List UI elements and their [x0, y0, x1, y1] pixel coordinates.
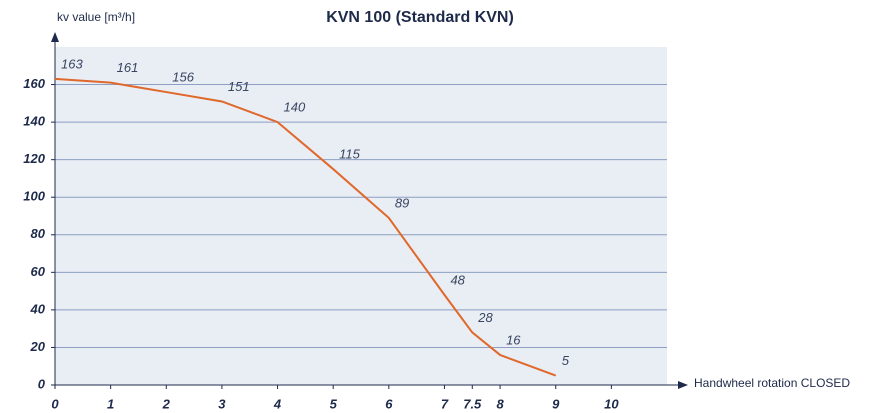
x-tick-label: 2 [162, 396, 171, 411]
y-tick-label: 20 [30, 339, 46, 354]
data-line [54, 77, 557, 377]
plot-background [55, 47, 667, 385]
x-tick-label: 10 [604, 396, 619, 411]
x-tick-label: 4 [273, 396, 282, 411]
x-tick-label: 8 [496, 396, 504, 411]
x-tick-label: 1 [107, 396, 114, 411]
chart-title: KVN 100 (Standard KVN) [326, 9, 514, 26]
data-label: 48 [450, 272, 465, 287]
x-tick-label: 7.5 [463, 396, 482, 411]
y-tick-label: 120 [23, 151, 45, 166]
data-label: 5 [562, 353, 570, 368]
data-label: 115 [339, 146, 360, 161]
data-label: 140 [284, 100, 306, 115]
x-tick-label: 5 [330, 396, 338, 411]
y-tick-label: 160 [23, 76, 45, 91]
y-axis-label: kv value [m³/h] [57, 10, 135, 24]
x-tick-label: 7 [441, 396, 449, 411]
x-tick-label: 3 [218, 396, 226, 411]
y-tick-label: 60 [31, 264, 46, 279]
x-axis-label: Handwheel rotation CLOSED [694, 376, 850, 390]
x-axis-arrow [678, 381, 688, 389]
data-label: 156 [172, 70, 194, 85]
data-label: 16 [506, 332, 521, 347]
x-tick-label: 6 [385, 396, 393, 411]
data-label: 163 [61, 56, 83, 71]
y-tick-label: 0 [38, 376, 46, 391]
data-label: 151 [228, 79, 250, 94]
y-tick-label: 100 [23, 189, 45, 204]
data-label: 28 [477, 310, 493, 325]
y-tick-label: 140 [23, 114, 45, 129]
data-label: 161 [117, 60, 139, 75]
x-tick-label: 9 [552, 396, 560, 411]
data-label: 89 [395, 195, 409, 210]
y-tick-label: 40 [30, 301, 46, 316]
x-tick-label: 0 [51, 396, 59, 411]
y-tick-label: 80 [31, 226, 46, 241]
y-axis-arrow [51, 32, 59, 42]
